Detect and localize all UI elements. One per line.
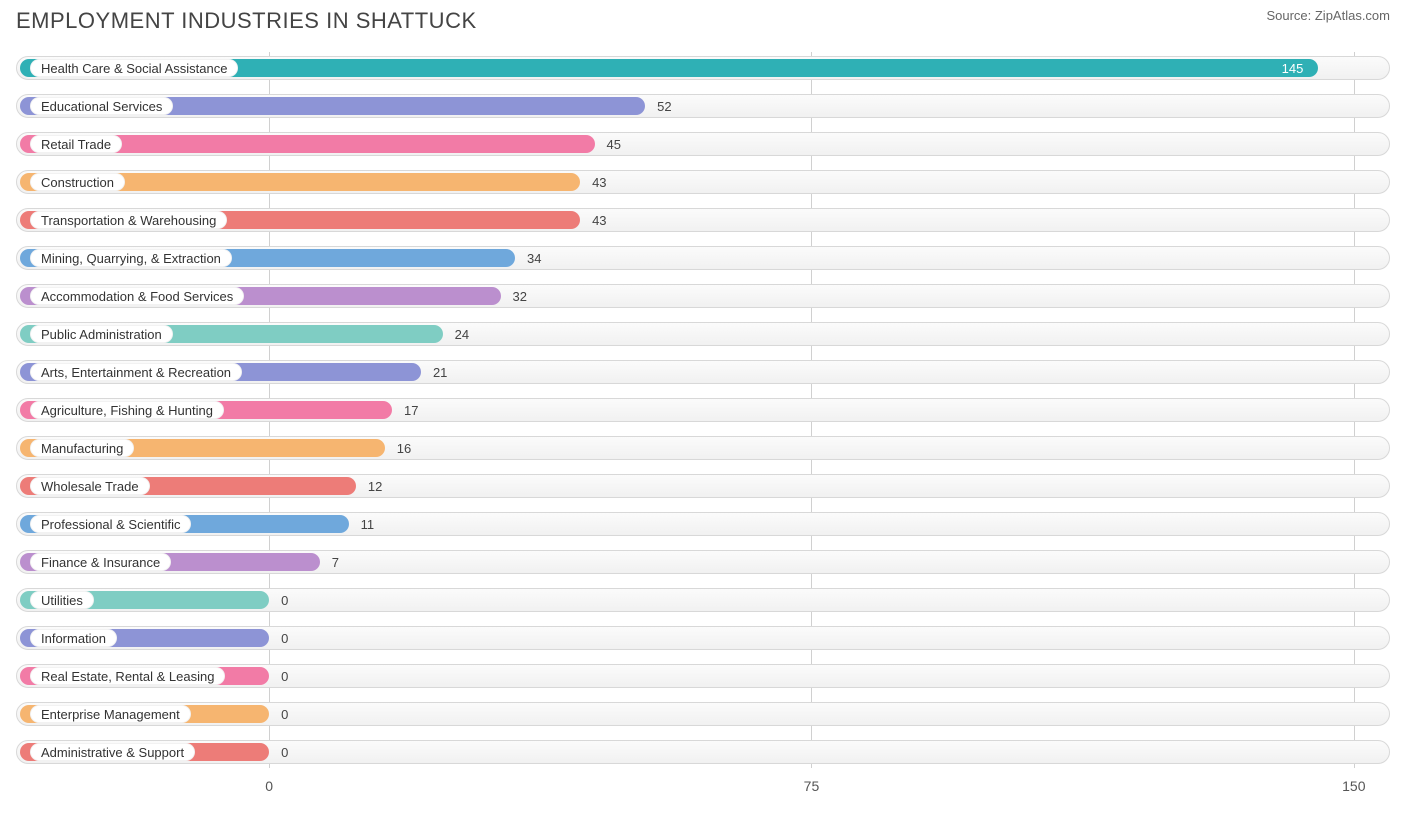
chart-area: Health Care & Social Assistance 145 Educat… (8, 52, 1398, 798)
bar-row: Utilities 0 (16, 584, 1390, 616)
bar-row: Finance & Insurance 7 (16, 546, 1390, 578)
bar-row: Wholesale Trade 12 (16, 470, 1390, 502)
bar-value: 0 (281, 622, 288, 654)
bar-label: Construction (30, 173, 125, 191)
bar-row: Enterprise Management 0 (16, 698, 1390, 730)
bar-row: Manufacturing 16 (16, 432, 1390, 464)
bar-value: 16 (397, 432, 411, 464)
bar-value: 24 (455, 318, 469, 350)
bar-label: Agriculture, Fishing & Hunting (30, 401, 224, 419)
bar-value: 52 (657, 90, 671, 122)
x-axis-tick-label: 0 (265, 778, 273, 794)
bar-value: 34 (527, 242, 541, 274)
bar-value: 21 (433, 356, 447, 388)
chart-title: EMPLOYMENT INDUSTRIES IN SHATTUCK (16, 8, 477, 34)
bar-row: Information 0 (16, 622, 1390, 654)
bar-label: Real Estate, Rental & Leasing (30, 667, 225, 685)
bar-value: 32 (513, 280, 527, 312)
bar-value: 43 (592, 166, 606, 198)
bar-label: Finance & Insurance (30, 553, 171, 571)
source-attribution: Source: ZipAtlas.com (1266, 8, 1390, 23)
x-axis: 0 75 150 (16, 774, 1390, 798)
bar-label: Transportation & Warehousing (30, 211, 227, 229)
bar-row: Arts, Entertainment & Recreation 21 (16, 356, 1390, 388)
bar-row: Construction 43 (16, 166, 1390, 198)
bar-value: 43 (592, 204, 606, 236)
bar-row: Professional & Scientific 11 (16, 508, 1390, 540)
bar-value: 7 (332, 546, 339, 578)
x-axis-tick-label: 150 (1342, 778, 1365, 794)
bar-label: Enterprise Management (30, 705, 191, 723)
source-name: ZipAtlas.com (1315, 8, 1390, 23)
bar-label: Wholesale Trade (30, 477, 150, 495)
bar-row: Accommodation & Food Services 32 (16, 280, 1390, 312)
x-axis-tick-label: 75 (804, 778, 820, 794)
bar-label: Educational Services (30, 97, 173, 115)
source-prefix: Source: (1266, 8, 1314, 23)
bar-value: 45 (607, 128, 621, 160)
bar-value: 0 (281, 584, 288, 616)
bar-row: Administrative & Support 0 (16, 736, 1390, 768)
bar-row: Retail Trade 45 (16, 128, 1390, 160)
bars-wrap: Health Care & Social Assistance 145 Educat… (16, 52, 1390, 768)
bar-label: Retail Trade (30, 135, 122, 153)
bar-row: Transportation & Warehousing 43 (16, 204, 1390, 236)
bar-label: Manufacturing (30, 439, 134, 457)
bar-row: Health Care & Social Assistance 145 (16, 52, 1390, 84)
bar-label: Health Care & Social Assistance (30, 59, 238, 77)
bar-label: Mining, Quarrying, & Extraction (30, 249, 232, 267)
bar-value: 0 (281, 660, 288, 692)
bar-row: Real Estate, Rental & Leasing 0 (16, 660, 1390, 692)
bar-label: Public Administration (30, 325, 173, 343)
bar-value: 12 (368, 470, 382, 502)
bar-value: 0 (281, 698, 288, 730)
bar-row: Educational Services 52 (16, 90, 1390, 122)
bar-value: 17 (404, 394, 418, 426)
bar-value: 145 (1282, 52, 1304, 84)
header: EMPLOYMENT INDUSTRIES IN SHATTUCK Source… (8, 8, 1398, 34)
bar-value: 11 (361, 508, 375, 540)
bar-row: Agriculture, Fishing & Hunting 17 (16, 394, 1390, 426)
bar-value: 0 (281, 736, 288, 768)
bar-label: Administrative & Support (30, 743, 195, 761)
bar-label: Utilities (30, 591, 94, 609)
chart-container: EMPLOYMENT INDUSTRIES IN SHATTUCK Source… (0, 0, 1406, 838)
bar-label: Information (30, 629, 117, 647)
bar-row: Public Administration 24 (16, 318, 1390, 350)
bar-row: Mining, Quarrying, & Extraction 34 (16, 242, 1390, 274)
bar-label: Professional & Scientific (30, 515, 191, 533)
bar-label: Arts, Entertainment & Recreation (30, 363, 242, 381)
bar-label: Accommodation & Food Services (30, 287, 244, 305)
